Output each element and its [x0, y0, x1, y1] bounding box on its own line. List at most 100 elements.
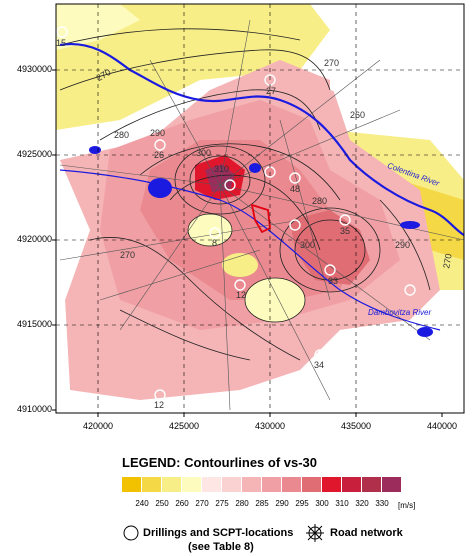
road-line	[119, 184, 221, 331]
contour-label: 280	[114, 130, 130, 140]
drilling-circle-icon	[123, 525, 139, 541]
contour-label: 310	[214, 164, 230, 174]
yellow-pocket-3	[222, 253, 258, 277]
color-swatch	[362, 477, 382, 492]
drilling-point	[339, 214, 351, 226]
scale-label: 330	[375, 499, 389, 508]
color-swatch	[142, 477, 162, 492]
color-swatch	[162, 477, 182, 492]
contour-line	[379, 199, 431, 291]
x-tick-label: 430000	[254, 421, 286, 431]
y-tick-label: 4910000	[16, 404, 52, 414]
color-swatch	[182, 477, 202, 492]
color-swatch	[382, 477, 402, 492]
drillings-sublabel: (see Table 8)	[188, 541, 254, 553]
contour-line	[244, 277, 306, 323]
pale-yellow-zone-nw	[56, 4, 140, 50]
drilling-point	[154, 139, 166, 151]
road-line	[219, 109, 401, 186]
scale-label: 300	[315, 499, 329, 508]
contour-label: 300	[196, 148, 212, 158]
contour-label: 280	[312, 196, 328, 206]
color-swatch	[202, 477, 222, 492]
pale-pocket-1	[188, 214, 232, 246]
drilling-point	[404, 284, 416, 296]
contour-label: 300	[300, 240, 316, 250]
point-label: 27	[266, 86, 277, 96]
x-tick-label: 420000	[82, 421, 114, 431]
road-network-label: Road network	[330, 527, 403, 539]
point-label: 26	[154, 150, 165, 160]
road-line	[219, 184, 231, 411]
scale-label: 310	[335, 499, 349, 508]
road-line	[219, 59, 381, 186]
point-label: 34	[314, 360, 325, 370]
contour-line	[169, 174, 321, 251]
y-tick-label: 4920000	[16, 234, 52, 244]
color-swatch	[242, 477, 262, 492]
pale-pocket-2	[245, 278, 305, 322]
scale-label: 290	[275, 499, 289, 508]
white-mask-west	[56, 160, 140, 413]
scale-label: 240	[135, 499, 149, 508]
color-swatch	[302, 477, 322, 492]
white-mask-se	[300, 290, 464, 413]
scale-label: 295	[295, 499, 309, 508]
x-tick-label: 425000	[168, 421, 200, 431]
road-line	[219, 19, 251, 186]
lake	[400, 221, 420, 229]
grid-lines	[56, 4, 464, 413]
contour-line	[187, 213, 233, 247]
drilling-point	[234, 279, 246, 291]
road-line	[99, 249, 261, 301]
color-swatch	[342, 477, 362, 492]
lakes	[89, 146, 433, 337]
point-label: 8	[212, 238, 218, 248]
drilling-point	[289, 219, 301, 231]
scale-label: 285	[255, 499, 269, 508]
dambovitza-river	[59, 169, 441, 331]
color-swatch	[122, 477, 142, 492]
point-label: 12	[236, 290, 247, 300]
drilling-point	[56, 26, 68, 38]
contour-line	[174, 145, 266, 215]
road-line	[219, 184, 431, 341]
contour-line	[119, 309, 251, 361]
scale-label: 280	[235, 499, 249, 508]
contour-line	[89, 237, 301, 361]
color-swatch	[322, 477, 342, 492]
color-scale	[122, 477, 402, 492]
dambovitza-river-label: Dambovitza River	[368, 308, 432, 317]
contour-label: 270	[120, 250, 136, 260]
yellow-zone-north	[56, 4, 330, 130]
road-line	[149, 59, 221, 186]
point-label: 35	[340, 226, 351, 236]
contour-line	[294, 219, 366, 281]
drilling-point	[324, 264, 336, 276]
lake	[417, 327, 433, 337]
contour-line	[279, 207, 381, 293]
contour-line	[189, 155, 251, 205]
contour-label: 290	[395, 240, 411, 250]
contour-line	[139, 143, 341, 201]
y-tick-label: 4925000	[16, 149, 52, 159]
tick-marks	[52, 69, 443, 417]
lake	[148, 178, 172, 198]
drilling-point	[209, 227, 221, 239]
contour-lines	[59, 28, 431, 361]
scale-label: 260	[175, 499, 189, 508]
contour-label: 290	[150, 128, 166, 138]
contour-label: 270	[324, 58, 340, 68]
drilling-point	[314, 349, 326, 361]
legend-title: LEGEND: Contourlines of vs-30	[122, 455, 318, 470]
drilling-point	[224, 179, 236, 191]
contour-line	[99, 89, 321, 141]
drilling-point	[154, 389, 166, 401]
color-swatch	[282, 477, 302, 492]
point-label: 12	[154, 400, 165, 410]
drillings-label: Drillings and SCPT-locations	[143, 527, 294, 539]
point-label: 33	[328, 276, 339, 286]
highlight-outline	[250, 203, 271, 234]
contour-label: 260	[350, 110, 366, 120]
x-tick-label: 435000	[340, 421, 372, 431]
